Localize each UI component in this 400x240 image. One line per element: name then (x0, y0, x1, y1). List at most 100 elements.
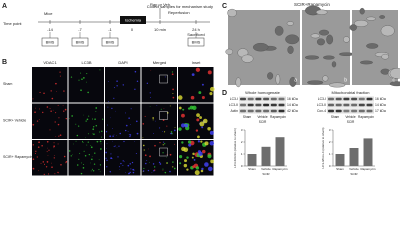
signal (34, 152, 37, 154)
organelle (274, 25, 284, 36)
ischemia: Ischemia (125, 17, 142, 22)
signal (100, 143, 102, 145)
signal (162, 144, 164, 146)
signal (125, 112, 126, 114)
micrograph (141, 140, 177, 176)
signal (204, 162, 209, 167)
lane-label: Vehicle (345, 115, 356, 119)
signal (57, 171, 59, 174)
band-size: 16 kDa (287, 97, 298, 101)
organelle (241, 54, 254, 63)
bms: BMS (46, 39, 55, 44)
signal (199, 121, 205, 127)
signal (95, 125, 98, 127)
signal (47, 173, 50, 175)
signal (42, 161, 45, 163)
signal (71, 115, 73, 117)
band (343, 103, 350, 107)
signal (91, 158, 93, 161)
signal (91, 118, 94, 120)
signal (127, 173, 129, 175)
signal (70, 155, 72, 157)
signal (174, 143, 175, 145)
signal (207, 166, 213, 172)
signal (108, 100, 110, 102)
signal (98, 159, 100, 161)
organelle (307, 80, 324, 85)
signal (149, 106, 151, 107)
signal (55, 82, 57, 85)
micrograph (105, 140, 141, 176)
lane-label: Rapamycin (358, 115, 374, 119)
signal (166, 125, 168, 127)
signal (109, 171, 111, 173)
signal (127, 131, 129, 132)
signal (202, 149, 206, 154)
signal (196, 118, 200, 122)
signal (143, 149, 145, 151)
signal (153, 166, 156, 168)
signal (79, 152, 81, 154)
micrograph (178, 67, 214, 103)
signal (146, 82, 148, 84)
signal (142, 123, 145, 125)
band (358, 109, 365, 113)
signal (99, 164, 102, 166)
signal (191, 156, 194, 159)
signal (85, 137, 86, 139)
band (366, 97, 373, 101)
signal (149, 92, 151, 94)
signal (57, 104, 59, 106)
signal (183, 163, 188, 168)
signal (109, 135, 112, 138)
signal (153, 170, 155, 172)
y-tick-label: 0 (329, 164, 331, 168)
micrograph (178, 140, 214, 176)
signal (46, 161, 49, 163)
lane-label: Rapamycin (270, 115, 286, 119)
band-name: LC3-II (229, 103, 238, 107)
signal (166, 157, 167, 158)
signal (145, 162, 147, 165)
signal (114, 145, 116, 147)
signal (84, 155, 87, 157)
signal (159, 142, 161, 144)
signal (179, 162, 182, 165)
signal (195, 166, 200, 170)
signal (35, 107, 37, 109)
organelle (366, 16, 376, 21)
signal (162, 152, 164, 154)
band (255, 103, 262, 107)
signal (91, 169, 93, 171)
signal (133, 169, 135, 171)
signal (45, 166, 48, 168)
signal (156, 105, 158, 107)
signal (173, 129, 176, 132)
band (351, 97, 358, 101)
signal (116, 85, 118, 87)
signal (101, 130, 103, 133)
band-name: LC3-II (317, 103, 326, 107)
subject: Mice (44, 11, 53, 16)
signal (152, 117, 155, 119)
signal (192, 165, 195, 168)
blot-strip (327, 96, 374, 102)
signal (162, 130, 164, 132)
signal (52, 109, 54, 111)
band (351, 109, 358, 113)
y-tick-label: 0 (241, 164, 243, 168)
band (328, 109, 334, 113)
signal (155, 120, 156, 122)
signal (132, 169, 134, 171)
timepoint: 0 (131, 27, 134, 32)
signal (57, 123, 60, 126)
signal (53, 155, 55, 156)
signal (37, 146, 40, 148)
signal (169, 153, 172, 156)
signal (106, 159, 108, 162)
blot-strip (327, 102, 374, 108)
signal (75, 123, 77, 125)
signal (81, 162, 83, 164)
signal (180, 123, 186, 128)
signal (162, 119, 165, 121)
